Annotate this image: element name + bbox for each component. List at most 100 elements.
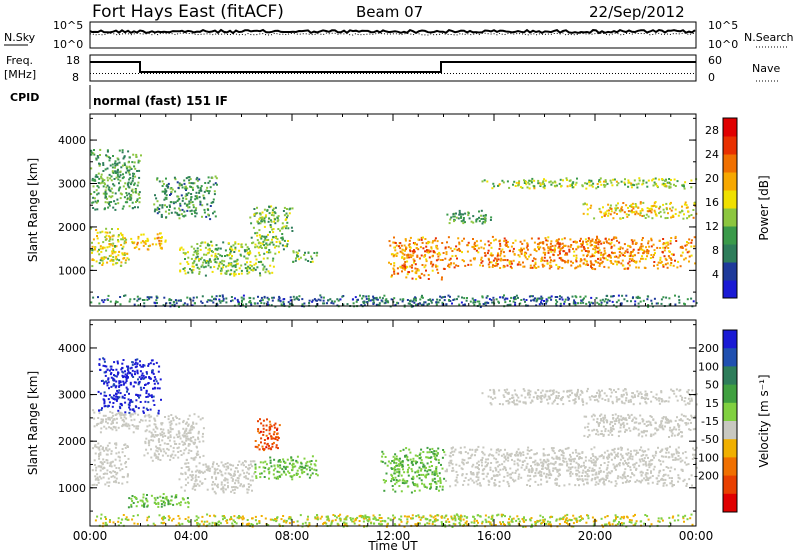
range-gate-cell [196, 469, 199, 472]
range-gate-cell [444, 295, 446, 298]
range-gate-cell [270, 219, 272, 222]
range-gate-cell [453, 298, 456, 301]
range-gate-cell [496, 260, 499, 262]
range-gate-cell [272, 441, 275, 444]
range-gate-cell [106, 368, 109, 371]
range-gate-cell [530, 465, 532, 467]
range-gate-cell [580, 245, 583, 248]
range-gate-cell [167, 429, 170, 432]
range-gate-cell [261, 235, 264, 238]
range-gate-cell [434, 264, 437, 267]
range-gate-cell [97, 182, 100, 184]
range-gate-cell [206, 190, 209, 192]
range-gate-cell [402, 468, 404, 471]
range-gate-cell [117, 391, 120, 394]
range-gate-cell [512, 300, 515, 303]
range-gate-cell [414, 460, 417, 463]
range-gate-cell [311, 472, 314, 475]
range-gate-cell [264, 215, 267, 218]
range-gate-cell [521, 186, 524, 189]
range-gate-cell [97, 199, 99, 202]
range-gate-cell [647, 210, 650, 213]
range-gate-cell [255, 262, 257, 265]
range-gate-cell [126, 390, 128, 393]
range-gate-cell [155, 380, 158, 383]
range-gate-cell [247, 488, 250, 491]
range-gate-cell [574, 240, 577, 243]
range-gate-cell [185, 189, 187, 191]
range-gate-cell [169, 454, 172, 457]
range-gate-cell [191, 186, 194, 189]
range-gate-cell [552, 457, 555, 460]
range-gate-cell [519, 302, 522, 305]
range-gate-cell [97, 422, 100, 425]
range-gate-cell [587, 247, 590, 250]
range-gate-cell [249, 299, 252, 302]
plot-area [90, 320, 696, 526]
range-gate-cell [102, 262, 105, 265]
range-gate-cell [92, 296, 95, 299]
range-gate-cell [275, 241, 278, 243]
range-gate-cell [193, 182, 196, 185]
range-gate-cell [309, 474, 312, 477]
range-gate-cell [598, 180, 600, 183]
range-gate-cell [513, 253, 516, 256]
scatter-band [481, 177, 698, 190]
range-gate-cell [181, 434, 184, 437]
range-gate-cell [91, 241, 93, 244]
range-gate-cell [115, 392, 118, 395]
range-gate-cell [101, 181, 104, 184]
range-gate-cell [147, 401, 150, 404]
range-gate-cell [135, 497, 138, 499]
range-gate-cell [648, 245, 651, 248]
range-gate-cell [290, 226, 293, 229]
range-gate-cell [679, 211, 682, 214]
range-gate-cell [432, 263, 435, 266]
range-gate-cell [176, 200, 179, 202]
range-gate-cell [173, 207, 176, 210]
range-gate-cell [567, 466, 570, 469]
range-gate-cell [95, 484, 98, 486]
range-gate-cell [216, 257, 219, 260]
range-gate-cell [112, 183, 115, 186]
range-gate-cell [192, 458, 195, 461]
range-gate-cell [617, 294, 620, 297]
range-gate-cell [525, 304, 527, 307]
range-gate-cell [263, 225, 266, 228]
range-gate-cell [115, 398, 118, 401]
range-gate-cell [481, 264, 484, 267]
range-gate-cell [426, 250, 429, 253]
range-gate-cell [630, 182, 633, 185]
range-gate-cell [187, 176, 190, 179]
range-gate-cell [184, 478, 187, 481]
range-gate-cell [121, 238, 124, 241]
range-gate-cell [589, 255, 592, 258]
range-gate-cell [684, 181, 687, 184]
range-gate-cell [169, 502, 172, 505]
range-gate-cell [172, 456, 175, 459]
range-gate-cell [303, 466, 306, 469]
range-gate-cell [411, 264, 414, 267]
range-gate-cell [304, 251, 306, 254]
range-gate-cell [195, 264, 198, 266]
range-gate-cell [100, 257, 103, 260]
range-gate-cell [98, 412, 101, 415]
range-gate-cell [153, 382, 156, 385]
range-gate-cell [126, 445, 129, 447]
range-gate-cell [469, 477, 472, 480]
range-gate-cell [659, 247, 662, 249]
range-gate-cell [246, 268, 249, 271]
range-gate-cell [182, 427, 185, 430]
range-gate-cell [427, 473, 430, 476]
range-gate-cell [169, 187, 172, 190]
range-gate-cell [426, 446, 429, 449]
range-gate-cell [526, 186, 529, 189]
range-gate-cell [156, 387, 159, 390]
range-gate-cell [134, 189, 137, 191]
range-gate-cell [484, 221, 486, 224]
range-gate-cell [622, 217, 625, 219]
range-gate-cell [250, 265, 253, 268]
range-gate-cell [415, 278, 418, 281]
range-gate-cell [113, 476, 116, 479]
range-gate-cell [393, 297, 396, 300]
